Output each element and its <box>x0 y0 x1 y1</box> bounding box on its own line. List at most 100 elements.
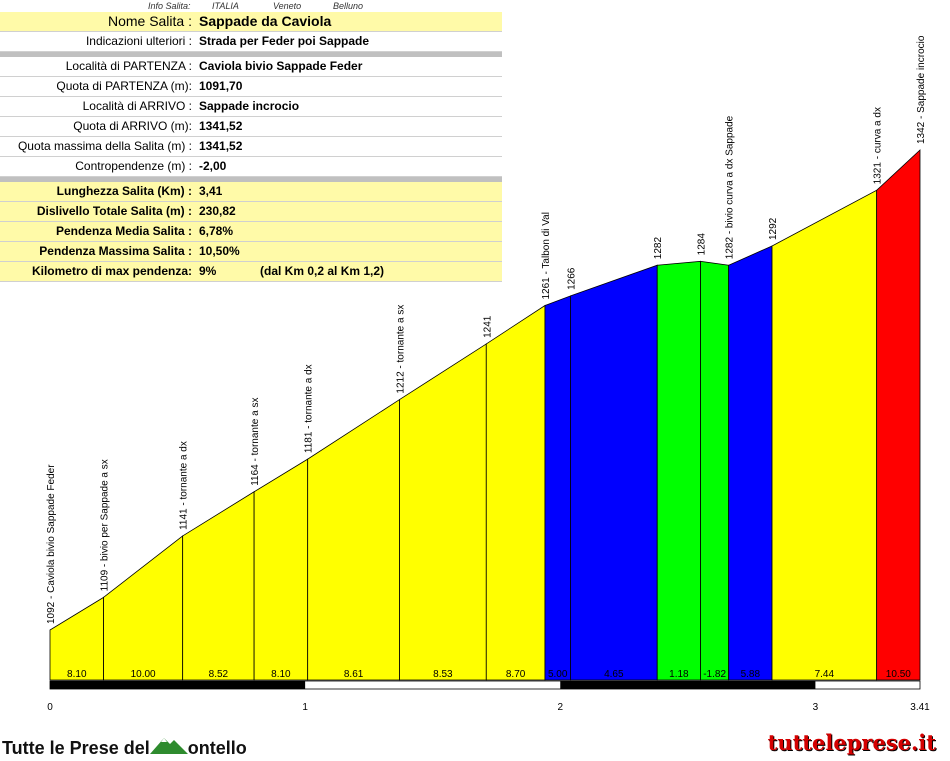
info-header-label: Info Salita: <box>148 1 191 11</box>
segment-gradient-label: 8.61 <box>344 669 364 680</box>
indications-value: Strada per Feder poi Sappade <box>199 34 370 48</box>
km-tick-label: 2 <box>557 702 563 713</box>
info-header-region: Veneto <box>273 1 302 11</box>
elevation-profile-chart: 8.10 10.00 8.52 8.10 8.61 8.53 8.70 5.00 4.65 1.1… <box>46 35 930 713</box>
km-tick-label: 0 <box>47 702 53 713</box>
average-gradient-label: Pendenza Media Salita : <box>55 224 192 238</box>
waypoint-label: 1141 - tornante a dx <box>179 441 190 530</box>
segment-gradient-label: 8.70 <box>506 669 526 680</box>
average-gradient-value: 6,78% <box>199 224 234 238</box>
start-altitude-value: 1091,70 <box>199 79 243 93</box>
climb-info-table: Nome Salita : Sappade da Caviola Indicaz… <box>0 12 502 282</box>
row-max-altitude: Quota massima della Salita (m) : 1341,52 <box>0 137 502 157</box>
km-tick-label: 3 <box>813 702 819 713</box>
segment-gradient-label: 8.10 <box>67 669 87 680</box>
row-start-location: Località di PARTENZA : Caviola bivio Sap… <box>0 57 502 77</box>
footer-brand-tail: ontello <box>187 738 247 758</box>
indications-label: Indicazioni ulteriori : <box>85 34 192 48</box>
waypoint-label: 1109 - bivio per Sappade a sx <box>100 459 111 591</box>
row-end-altitude: Quota di ARRIVO (m): 1341,52 <box>0 117 502 137</box>
max-gradient-label: Pendenza Massima Salita : <box>39 244 192 258</box>
waypoint-label: 1284 <box>697 233 708 256</box>
waypoint-label: 1212 - tornante a sx <box>396 305 407 394</box>
segment-gradient-label: 5.00 <box>548 669 568 680</box>
row-elevation-gain: Dislivello Totale Salita (m) : 230,82 <box>0 202 502 222</box>
row-max-gradient-km: Kilometro di max pendenza: 9% (dal Km 0,… <box>0 262 502 282</box>
max-altitude-value: 1341,52 <box>199 139 243 153</box>
max-gradient-value: 10,50% <box>199 244 240 258</box>
profile-segment <box>307 398 400 681</box>
segment-gradient-label: 1.18 <box>669 669 689 680</box>
waypoint-label: 1282 <box>653 237 664 260</box>
waypoint-label: 1164 - tornante a sx <box>250 398 261 486</box>
segment-gradient-label: 5.88 <box>741 669 761 680</box>
start-location-label: Località di PARTENZA : <box>65 59 192 73</box>
footer-brand: Tutte le Prese del ontello <box>2 734 247 761</box>
end-location-value: Sappade incrocio <box>199 99 300 113</box>
end-location-label: Località di ARRIVO : <box>82 99 192 113</box>
profile-segment <box>700 260 730 681</box>
start-location-value: Caviola bivio Sappade Feder <box>199 59 363 73</box>
info-header-province: Belluno <box>333 1 364 11</box>
waypoint-label: 1261 - Talbon di Val <box>541 212 552 299</box>
separator <box>0 52 502 57</box>
row-length: Lunghezza Salita (Km) : 3,41 <box>0 182 502 202</box>
waypoint-label: 1342 - Sappade incrocio <box>916 35 927 144</box>
mountain-logo-icon <box>149 734 188 761</box>
km-tick-label: 3.41 <box>910 702 930 713</box>
footer-brand-text: Tutte le Prese del <box>2 738 150 758</box>
max-gradient-km-range: (dal Km 0,2 al Km 1,2) <box>260 264 385 278</box>
profile-segment <box>544 295 571 681</box>
row-start-altitude: Quota di PARTENZA (m): 1091,70 <box>0 77 502 97</box>
waypoint-label: 1181 - tornante a dx <box>304 364 315 453</box>
length-label: Lunghezza Salita (Km) : <box>56 184 192 198</box>
profile-segment <box>182 491 255 681</box>
waypoint-label: 1092 - Caviola bivio Sappade Feder <box>46 464 57 624</box>
profile-segment <box>656 260 701 681</box>
km-tick-label: 1 <box>302 702 308 713</box>
elevation-gain-label: Dislivello Totale Salita (m) : <box>36 204 192 218</box>
km-scale-segment <box>50 681 306 689</box>
segment-gradient-label: -1.82 <box>703 669 726 680</box>
segment-gradient-label: 7.44 <box>815 669 835 680</box>
elevation-gain-value: 230,82 <box>199 204 236 218</box>
segment-gradient-label: 8.52 <box>209 669 229 680</box>
info-header: Info Salita: ITALIA Veneto Belluno <box>0 0 502 12</box>
row-climb-name: Nome Salita : Sappade da Caviola <box>0 12 502 32</box>
info-header-country: ITALIA <box>212 1 239 11</box>
profile-segment <box>771 189 878 681</box>
profile-segment <box>103 535 184 681</box>
length-value: 3,41 <box>199 184 223 198</box>
start-altitude-label: Quota di PARTENZA (m): <box>56 79 192 93</box>
separator <box>0 177 502 182</box>
end-altitude-value: 1341,52 <box>199 119 243 133</box>
segment-gradient-label: 8.53 <box>433 669 453 680</box>
profile-segment <box>728 245 773 681</box>
segment-gradient-label: 10.50 <box>886 669 911 680</box>
max-altitude-label: Quota massima della Salita (m) : <box>17 139 192 153</box>
end-altitude-label: Quota di ARRIVO (m): <box>73 119 192 133</box>
row-max-gradient: Pendenza Massima Salita : 10,50% <box>0 242 502 262</box>
row-counter-slopes: Contropendenze (m) : -2,00 <box>0 157 502 177</box>
profile-segment <box>485 304 546 681</box>
row-indications: Indicazioni ulteriori : Strada per Feder… <box>0 32 502 52</box>
waypoint-label: 1292 <box>768 217 779 240</box>
climb-name: Sappade da Caviola <box>199 13 332 29</box>
segment-gradient-label: 8.10 <box>271 669 291 680</box>
waypoint-label: 1321 - curva a dx <box>873 107 884 184</box>
waypoint-label: 1282 - bivio curva a dx Sappade <box>725 115 736 259</box>
counter-slopes-value: -2,00 <box>199 159 227 173</box>
row-average-gradient: Pendenza Media Salita : 6,78% <box>0 222 502 242</box>
profile-segment <box>49 596 104 681</box>
footer-site: tutteleprese.it <box>767 730 936 755</box>
row-end-location: Località di ARRIVO : Sappade incrocio <box>0 97 502 117</box>
profile-segment <box>876 149 921 681</box>
waypoint-label: 1266 <box>566 267 577 290</box>
segment-gradient-label: 10.00 <box>131 669 156 680</box>
profile-segment <box>253 458 309 681</box>
profile-segment <box>399 343 487 681</box>
km-scale-segment <box>560 681 816 689</box>
waypoint-label: 1241 <box>482 315 493 338</box>
profile-segment <box>570 264 658 681</box>
climb-name-label: Nome Salita : <box>107 13 192 29</box>
